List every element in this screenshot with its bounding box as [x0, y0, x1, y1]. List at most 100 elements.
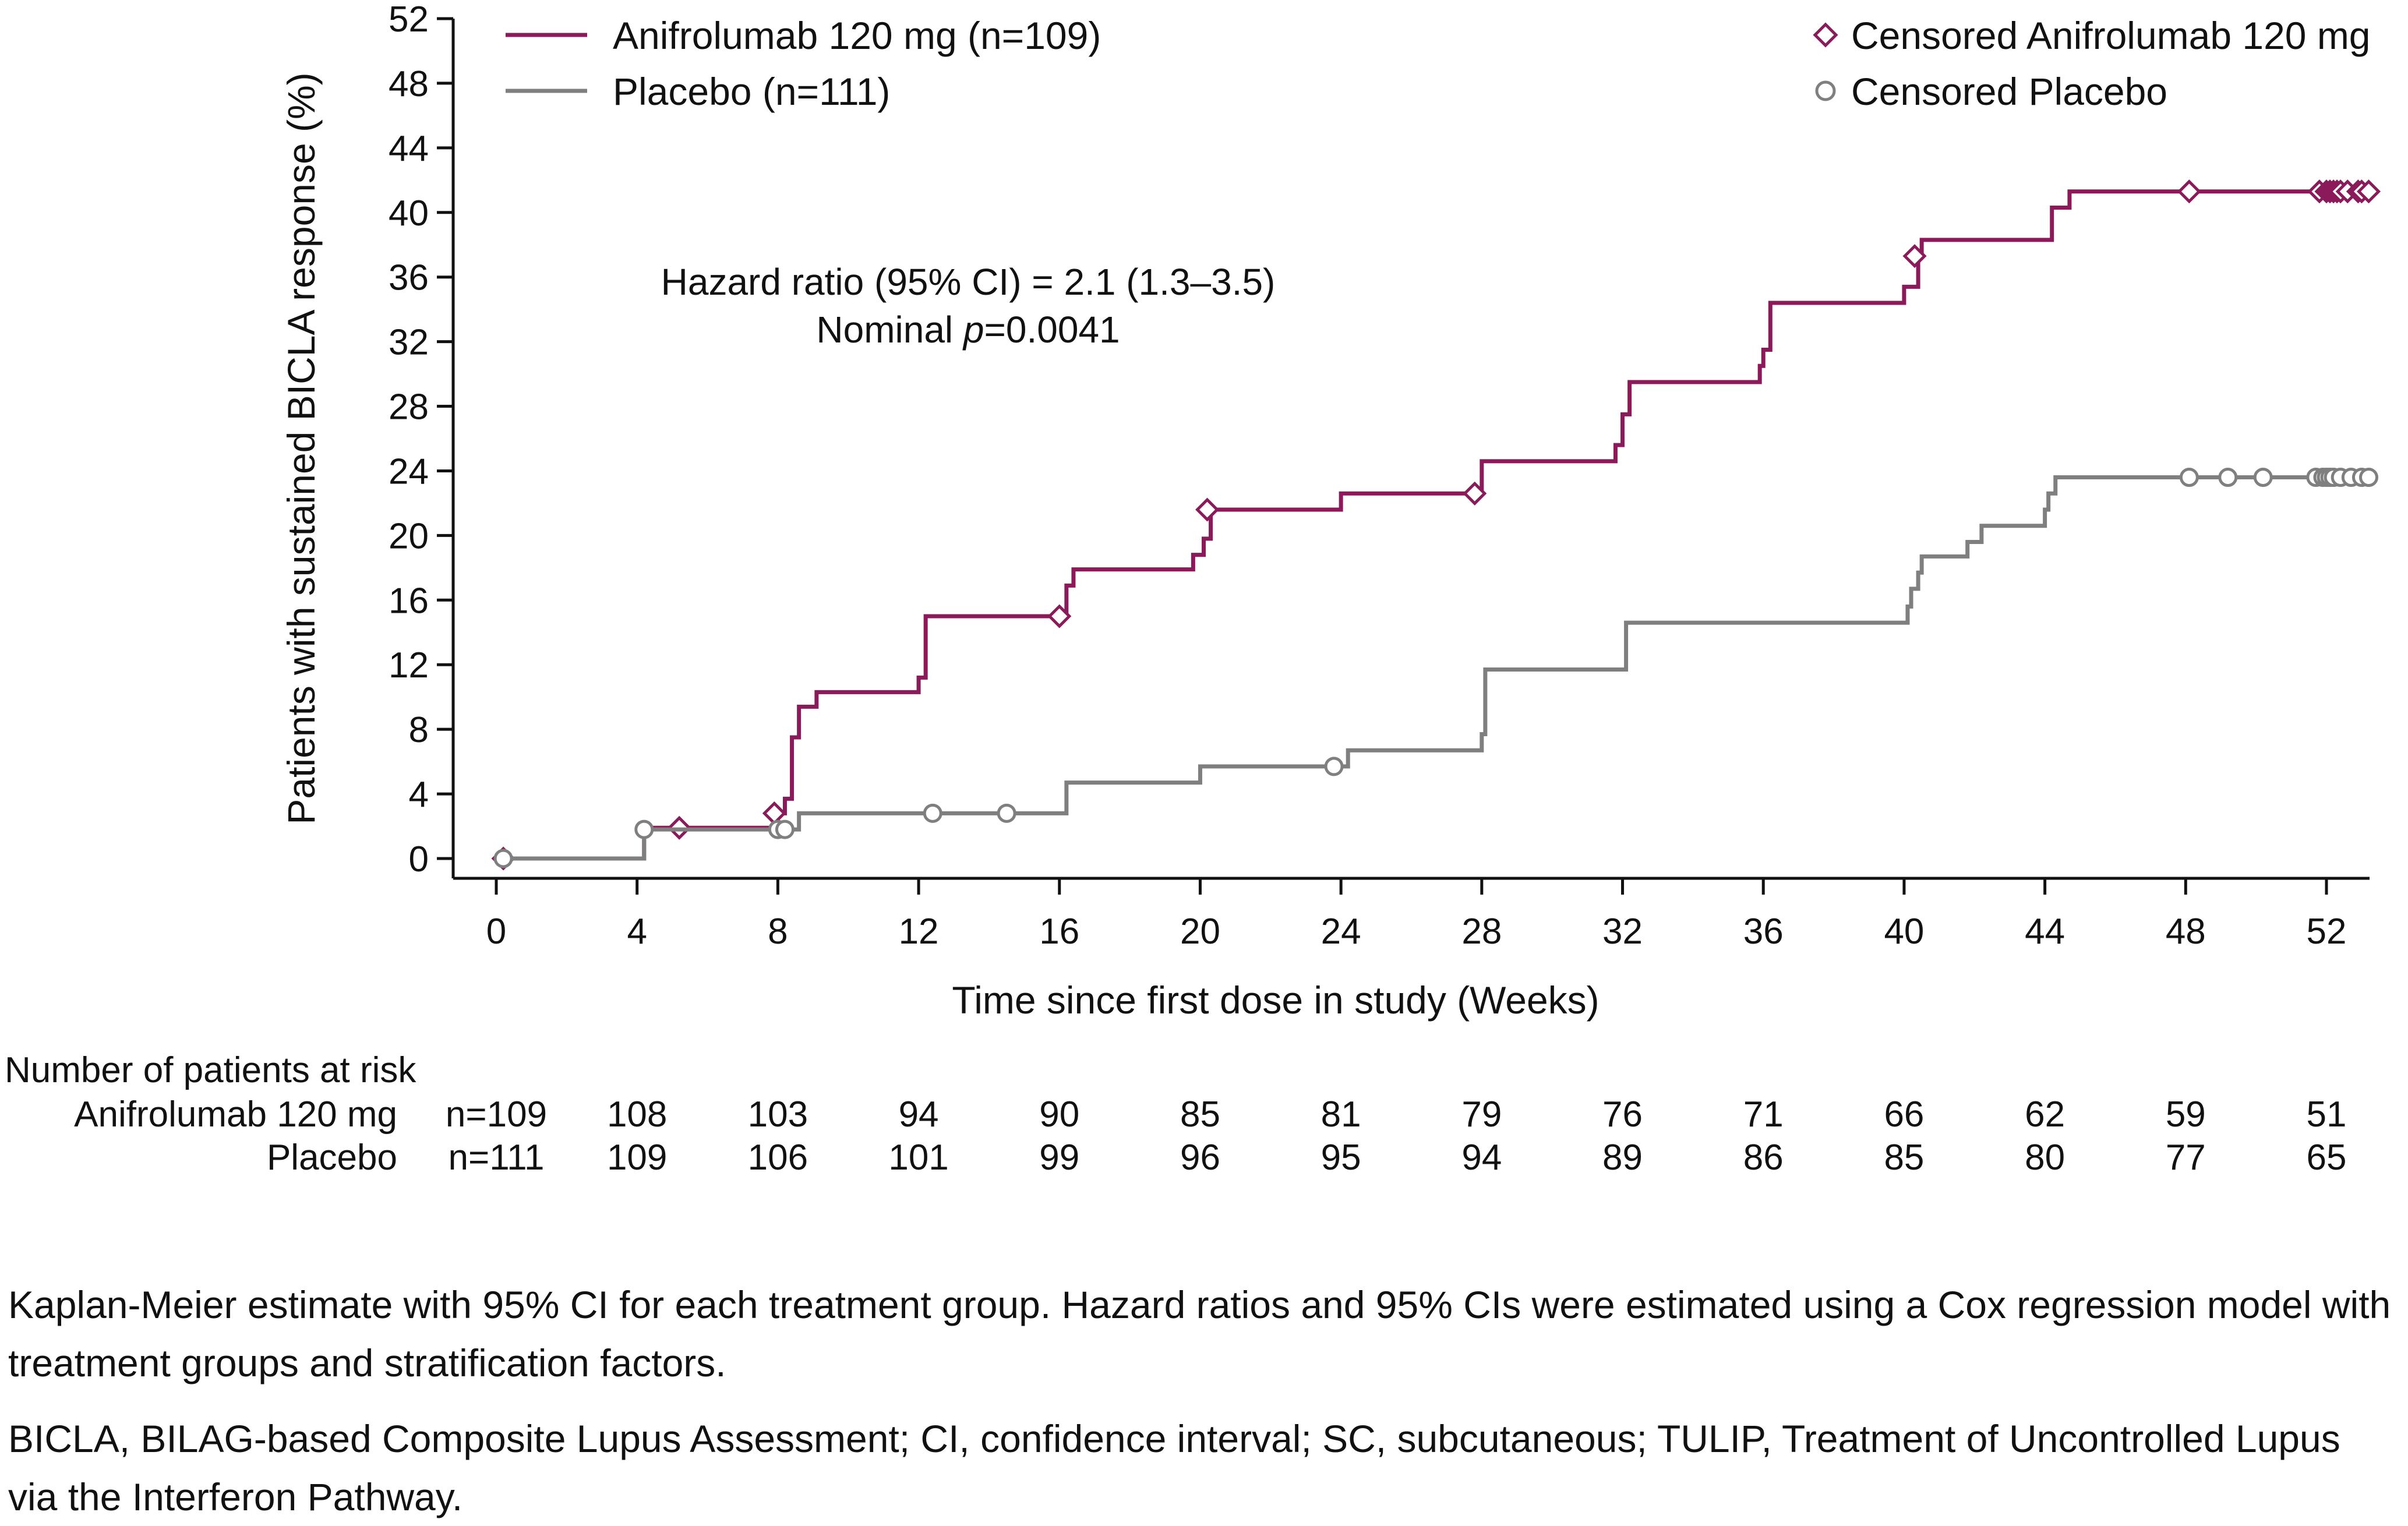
censor-marker-placebo	[1324, 757, 1344, 776]
at-risk-value-anifrolumab: 62	[2025, 1094, 2065, 1135]
legend-item-censored-placebo: Censored Placebo	[1815, 70, 2167, 113]
at-risk-value-placebo: 94	[1461, 1138, 1502, 1178]
legend-label-censored-placebo: Censored Placebo	[1851, 70, 2167, 113]
y-tick-label: 20	[389, 516, 429, 556]
x-ticks: 0 4 8 12 16 20 24 28 32 36 40 44 48 52	[486, 878, 2347, 952]
y-tick-label: 40	[389, 193, 429, 234]
x-tick-label: 0	[486, 912, 506, 952]
x-tick-label: 12	[899, 912, 939, 952]
censor-marker-anifrolumab	[1902, 244, 1927, 269]
p-value-suffix: =0.0041	[984, 309, 1120, 351]
x-tick-label: 32	[1602, 912, 1643, 952]
at-risk-value-anifrolumab: 79	[1461, 1094, 1502, 1135]
x-tick-label: 4	[627, 912, 647, 952]
hazard-ratio-text: Hazard ratio (95% CI) = 2.1 (1.3–3.5)	[661, 261, 1276, 303]
at-risk-value-placebo: 109	[607, 1138, 667, 1178]
at-risk-value-anifrolumab: 103	[748, 1094, 808, 1135]
at-risk-value-placebo: 95	[1321, 1138, 1361, 1178]
annotation: Hazard ratio (95% CI) = 2.1 (1.3–3.5) No…	[661, 261, 1276, 351]
y-tick-label: 48	[389, 64, 429, 104]
at-risk-value-anifrolumab: 108	[607, 1094, 667, 1135]
x-tick-label: 44	[2025, 912, 2065, 952]
censor-marker-anifrolumab	[762, 801, 786, 825]
at-risk-value-anifrolumab: 71	[1743, 1094, 1784, 1135]
legend-item-anifrolumab: Anifrolumab 120 mg (n=109)	[506, 14, 1101, 57]
at-risk-value-placebo: 77	[2166, 1138, 2206, 1178]
footnote-abbreviations: BICLA, BILAG-based Composite Lupus Asses…	[8, 1417, 2340, 1518]
legend-label-placebo: Placebo (n=111)	[613, 70, 890, 113]
at-risk-row-label-anifrolumab: Anifrolumab 120 mg	[74, 1094, 397, 1135]
at-risk-value-placebo: 106	[748, 1138, 808, 1178]
at-risk-value-placebo: 86	[1743, 1138, 1784, 1178]
legend-label-censored-anifrolumab: Censored Anifrolumab 120 mg	[1851, 14, 2371, 57]
at-risk-value-placebo: 65	[2307, 1138, 2347, 1178]
x-tick-label: 20	[1180, 912, 1220, 952]
at-risk-value-placebo: n=111	[449, 1138, 545, 1178]
at-risk-value-anifrolumab: 51	[2307, 1094, 2347, 1135]
series-group	[491, 179, 2381, 871]
at-risk-values: n=109 108 103 94 90 85 81 79 76 71 66 62 59 51 n=111 10…	[446, 1094, 2347, 1178]
at-risk-value-placebo: 80	[2025, 1138, 2065, 1178]
censor-marker-placebo	[634, 819, 654, 839]
y-tick-label: 0	[409, 839, 429, 879]
censor-marker-placebo	[997, 803, 1016, 823]
x-tick-label: 8	[768, 912, 788, 952]
at-risk-value-placebo: 101	[888, 1138, 948, 1178]
x-tick-label: 40	[1884, 912, 1924, 952]
at-risk-value-anifrolumab: n=109	[446, 1094, 547, 1135]
x-axis-label: Time since first dose in study (Weeks)	[952, 979, 1599, 1022]
at-risk-value-placebo: 85	[1884, 1138, 1924, 1178]
legend: Anifrolumab 120 mg (n=109) Placebo (n=11…	[506, 14, 2371, 113]
censor-marker-placebo	[775, 819, 795, 839]
at-risk-value-anifrolumab: 76	[1602, 1094, 1643, 1135]
y-tick-label: 12	[389, 645, 429, 686]
at-risk-value-anifrolumab: 81	[1321, 1094, 1361, 1135]
y-tick-label: 36	[389, 258, 429, 298]
series-line-placebo	[496, 475, 2369, 861]
censor-marker-anifrolumab	[1047, 604, 1072, 628]
censor-marker-anifrolumab	[1463, 481, 1487, 506]
y-tick-label: 24	[389, 451, 429, 492]
x-tick-label: 24	[1321, 912, 1361, 952]
x-tick-label: 52	[2307, 912, 2347, 952]
censor-marker-placebo	[923, 803, 942, 823]
at-risk-value-anifrolumab: 90	[1039, 1094, 1079, 1135]
censor-marker-placebo	[2218, 468, 2238, 488]
censor-marker-anifrolumab	[1195, 497, 1220, 522]
legend-item-censored-anifrolumab: Censored Anifrolumab 120 mg	[1813, 14, 2371, 57]
y-tick-label: 8	[409, 710, 429, 750]
at-risk-row-label-placebo: Placebo	[267, 1138, 397, 1178]
p-value-text: Nominal p=0.0041	[816, 309, 1120, 351]
at-risk-value-anifrolumab: 85	[1180, 1094, 1220, 1135]
x-tick-label: 48	[2166, 912, 2206, 952]
y-tick-label: 28	[389, 387, 429, 428]
at-risk-value-anifrolumab: 66	[1884, 1094, 1924, 1135]
censor-marker-placebo	[2179, 468, 2199, 488]
y-tick-label: 44	[389, 129, 429, 169]
legend-label-anifrolumab: Anifrolumab 120 mg (n=109)	[613, 14, 1101, 57]
at-risk-value-anifrolumab: 94	[899, 1094, 939, 1135]
y-axis-label: Patients with sustained BICLA response (…	[280, 72, 323, 824]
y-tick-label: 4	[409, 775, 429, 815]
x-tick-label: 36	[1743, 912, 1784, 952]
y-tick-label: 16	[389, 581, 429, 621]
censor-marker-placebo	[2253, 468, 2273, 488]
p-value-italic: p	[962, 309, 984, 351]
series-line-anifrolumab	[496, 189, 2369, 861]
at-risk-value-placebo: 99	[1039, 1138, 1079, 1178]
censor-marker-anifrolumab	[2356, 179, 2381, 204]
p-value-prefix: Nominal	[816, 309, 963, 351]
plot-axes	[451, 19, 2370, 880]
x-tick-label: 28	[1461, 912, 1502, 952]
censor-marker-placebo	[2359, 468, 2379, 488]
legend-item-placebo: Placebo (n=111)	[506, 70, 890, 113]
at-risk-table: Number of patients at risk Anifrolumab 1…	[5, 1050, 2346, 1178]
at-risk-value-placebo: 96	[1180, 1138, 1220, 1178]
x-tick-label: 16	[1039, 912, 1079, 952]
y-tick-label: 52	[389, 0, 429, 40]
legend-circle-marker	[1815, 80, 1836, 101]
at-risk-value-anifrolumab: 59	[2166, 1094, 2206, 1135]
footnote-kaplan-meier: Kaplan-Meier estimate with 95% CI for ea…	[8, 1283, 2391, 1384]
